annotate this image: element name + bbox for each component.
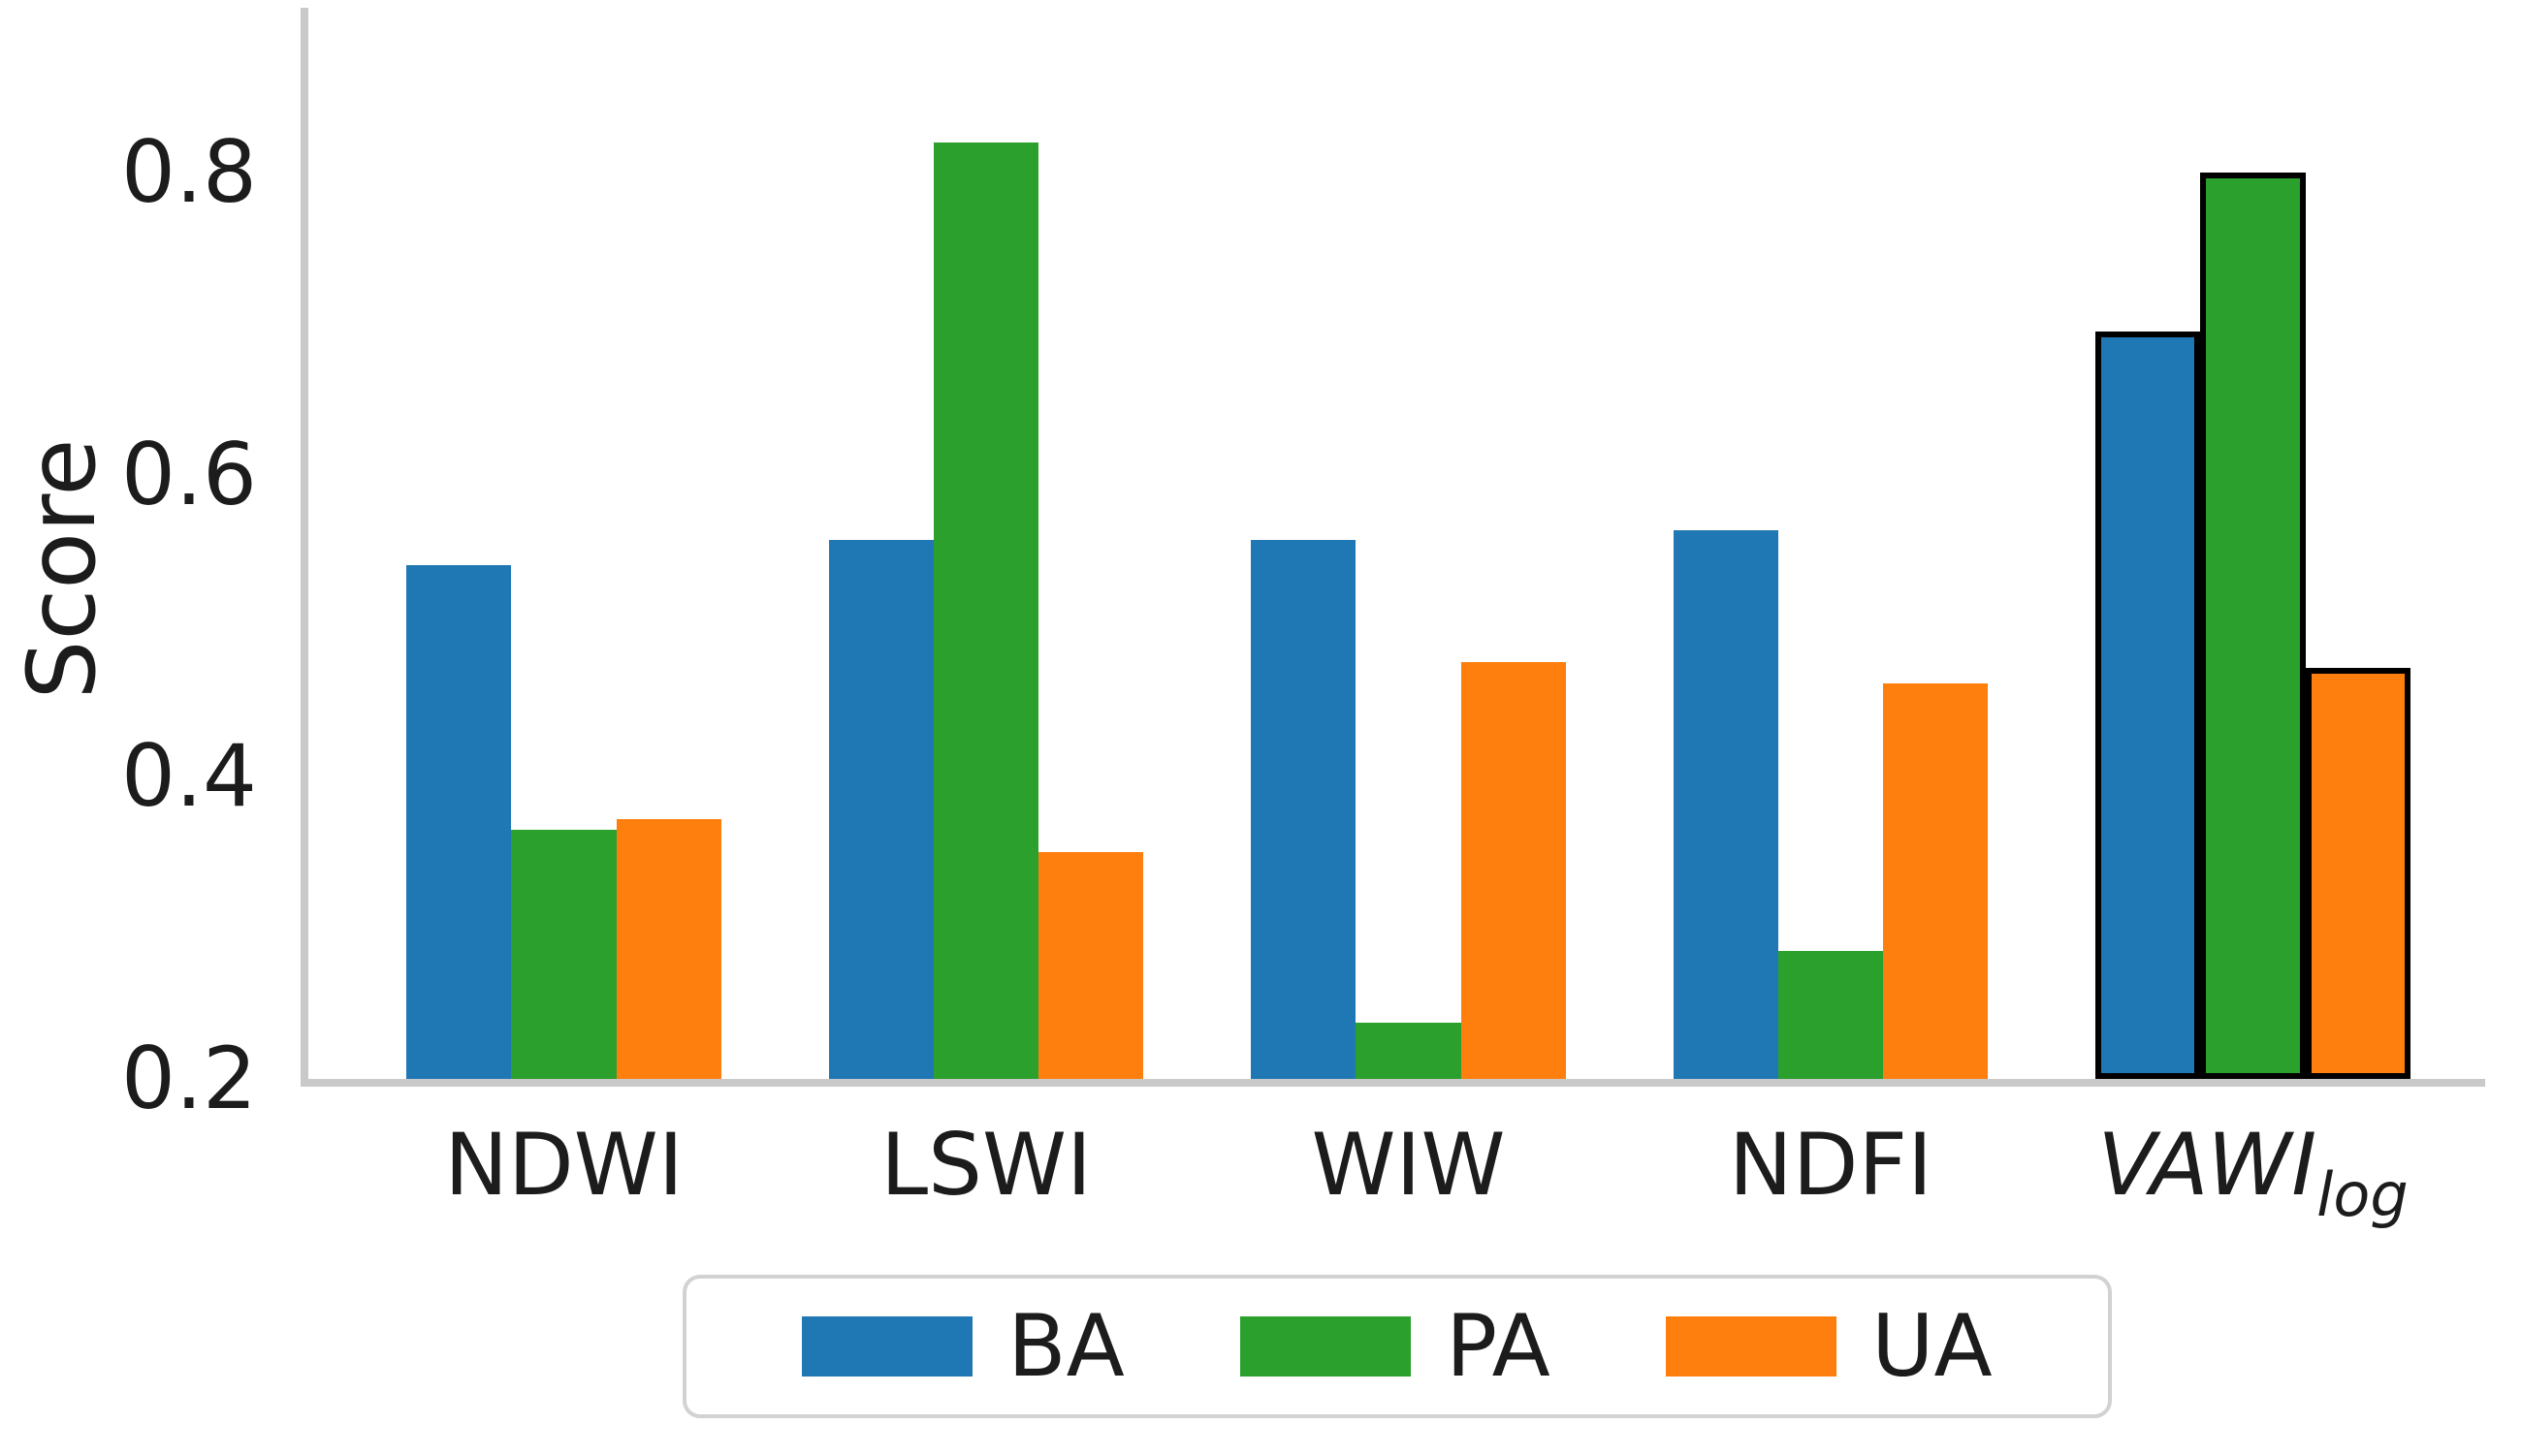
y-axis-line: [301, 8, 308, 1086]
bar-ba-ndwi: [406, 565, 512, 1079]
bar-ua-vawi_log: [2305, 668, 2410, 1079]
x-tick-label-ndfi: NDFI: [1728, 1115, 1933, 1215]
legend-label-pa: PA: [1446, 1296, 1550, 1396]
x-tick-label-lswi: LSWI: [880, 1115, 1092, 1215]
legend-swatch-ua: [1666, 1316, 1837, 1377]
x-tick-label-ndwi: NDWI: [444, 1115, 684, 1215]
bar-pa-ndfi: [1777, 950, 1884, 1079]
bar-ua-wiw: [1460, 661, 1566, 1079]
legend-item-ua: UA: [1666, 1304, 1993, 1389]
bar-pa-ndwi: [511, 829, 617, 1079]
bar-ba-lswi: [828, 539, 934, 1079]
legend-swatch-ba: [802, 1316, 974, 1377]
x-tick-vawi_log: VAWIlog: [2042, 1123, 2465, 1225]
y-tick-label-0.6: 0.6: [121, 424, 257, 524]
legend-swatch-pa: [1240, 1316, 1412, 1377]
legend-box: BA PA UA: [683, 1275, 2112, 1418]
x-tick-label-vawi_log: VAWI: [2097, 1115, 2317, 1215]
bar-ba-wiw: [1251, 539, 1357, 1079]
bar-ua-ndfi: [1883, 682, 1989, 1079]
legend-item-ba: BA: [802, 1304, 1125, 1389]
x-tick-wiw: WIW: [1197, 1123, 1620, 1208]
bar-ua-ndwi: [616, 818, 721, 1079]
x-tick-ndfi: NDFI: [1619, 1123, 2042, 1208]
x-tick-label-subscript: log: [2316, 1159, 2409, 1230]
y-tick-label-0.4: 0.4: [121, 726, 257, 827]
bar-ba-vawi_log: [2095, 331, 2201, 1079]
y-tick-label-0.8: 0.8: [121, 122, 257, 223]
x-axis-line: [301, 1079, 2485, 1087]
bar-ua-lswi: [1038, 852, 1144, 1079]
x-tick-lswi: LSWI: [775, 1123, 1197, 1208]
legend-item-pa: PA: [1240, 1304, 1550, 1389]
legend-label-ua: UA: [1871, 1296, 1993, 1396]
legend-label-ba: BA: [1007, 1296, 1125, 1396]
x-tick-ndwi: NDWI: [353, 1123, 776, 1208]
bar-ba-ndfi: [1673, 530, 1778, 1079]
x-tick-label-wiw: WIW: [1311, 1115, 1506, 1215]
bar-pa-lswi: [933, 142, 1039, 1079]
bar-pa-vawi_log: [2200, 173, 2306, 1079]
y-tick-label-0.2: 0.2: [121, 1029, 257, 1128]
bar-pa-wiw: [1356, 1023, 1461, 1079]
